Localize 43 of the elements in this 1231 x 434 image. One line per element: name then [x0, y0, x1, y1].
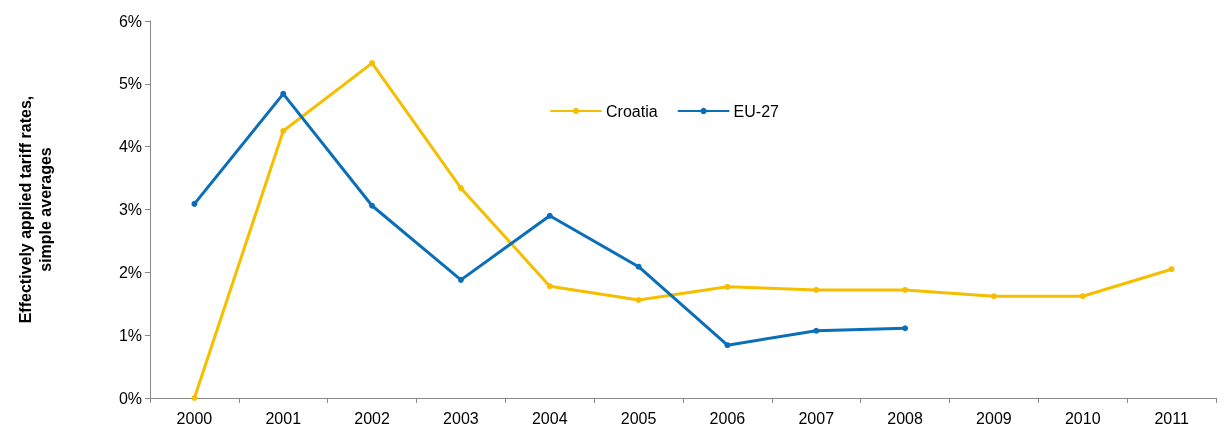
point	[635, 296, 642, 303]
point	[1168, 266, 1175, 273]
x-tick-label: 2010	[1064, 409, 1101, 427]
x-tick-label: 2000	[176, 409, 213, 427]
y-tick-label: 5%	[118, 75, 142, 93]
x-tick-label: 2001	[265, 409, 302, 427]
x-tick-label: 2003	[443, 409, 479, 427]
point	[902, 286, 909, 293]
y-tick-label: 1%	[118, 326, 142, 344]
point	[280, 127, 287, 134]
point	[813, 286, 820, 293]
point	[546, 283, 553, 290]
y-tick-label: 0%	[118, 389, 142, 407]
point	[546, 212, 553, 219]
point	[191, 395, 198, 401]
point	[813, 327, 820, 334]
x-tick-label: 2008	[887, 409, 923, 427]
point	[724, 342, 731, 349]
x-tick-label: 2005	[620, 409, 657, 427]
x-tick-label: 2009	[976, 409, 1012, 427]
point	[990, 293, 997, 300]
point	[457, 276, 464, 283]
x-tick-label: 2006	[709, 409, 746, 427]
y-tick-label: 3%	[118, 201, 142, 218]
point	[369, 60, 376, 67]
x-tick-label: 2004	[531, 409, 568, 427]
x-tick-label: 2007	[798, 409, 835, 427]
point	[191, 200, 198, 207]
x-tick-label: 2011	[1154, 409, 1189, 427]
point	[724, 283, 731, 290]
y-tick-label: 4%	[118, 138, 142, 156]
y-axis-title: Effectively applied tariff rates, simple averages	[16, 95, 54, 324]
y-tick-label: 2%	[118, 263, 142, 281]
point	[457, 185, 464, 192]
point	[902, 325, 909, 332]
point	[1079, 293, 1086, 300]
point	[635, 263, 642, 270]
legend-label: EU-27	[733, 102, 780, 120]
point	[280, 90, 287, 97]
x-tick-label: 2002	[354, 409, 390, 427]
legend-label: Croatia	[606, 102, 658, 120]
y-tick-label: 6%	[118, 12, 142, 30]
point	[369, 202, 376, 209]
